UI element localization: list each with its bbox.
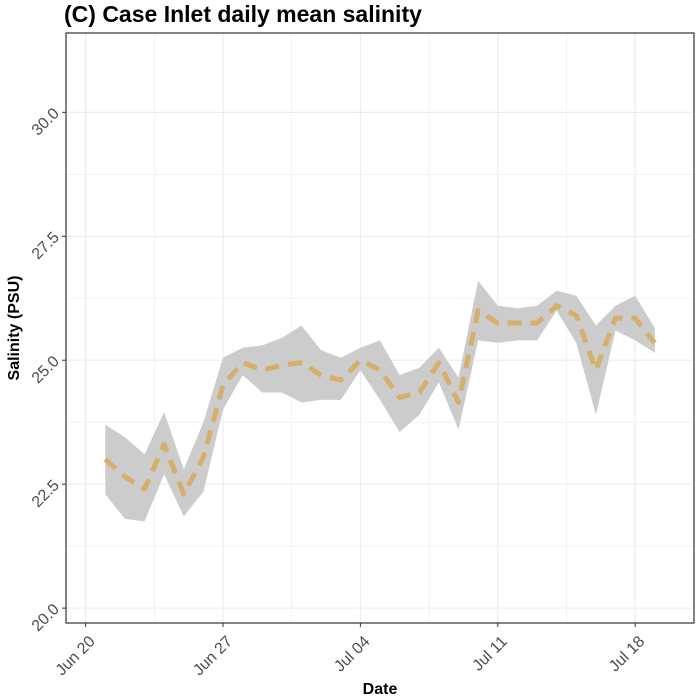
y-tick-label: 30.0	[29, 105, 63, 139]
y-tick-label: 20.0	[29, 601, 63, 635]
panel-frame	[65, 32, 695, 624]
chart-title: (C) Case Inlet daily mean salinity	[64, 1, 422, 27]
x-tick-label: Jun 27	[190, 633, 236, 679]
x-axis-ticks: Jun 20 Jun 27 Jul 04 Jul 11 Jul 18	[53, 623, 648, 679]
x-tick-label: Jul 04	[331, 633, 373, 675]
x-axis-title: Date	[363, 681, 398, 698]
y-tick-label: 25.0	[29, 353, 63, 387]
y-axis-title: Salinity (PSU)	[6, 276, 23, 381]
x-tick-label: Jul 11	[470, 633, 511, 674]
x-tick-label: Jun 20	[53, 633, 99, 679]
y-tick-label: 27.5	[29, 229, 63, 263]
band-layer	[105, 280, 655, 522]
x-tick-label: Jul 18	[606, 633, 648, 675]
salinity-range-band	[105, 280, 655, 522]
y-axis-ticks: 20.0 22.5 25.0 27.5 30.0	[29, 105, 66, 635]
y-tick-label: 22.5	[29, 477, 63, 511]
